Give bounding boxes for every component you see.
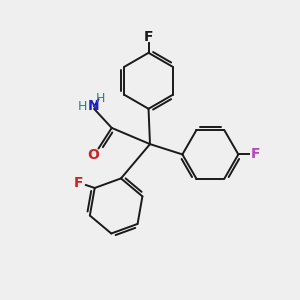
Text: O: O <box>87 148 99 162</box>
Text: F: F <box>144 30 153 44</box>
Text: N: N <box>88 99 100 113</box>
Text: H: H <box>78 100 88 113</box>
Text: F: F <box>74 176 83 190</box>
Text: F: F <box>251 147 260 161</box>
Text: H: H <box>95 92 105 105</box>
